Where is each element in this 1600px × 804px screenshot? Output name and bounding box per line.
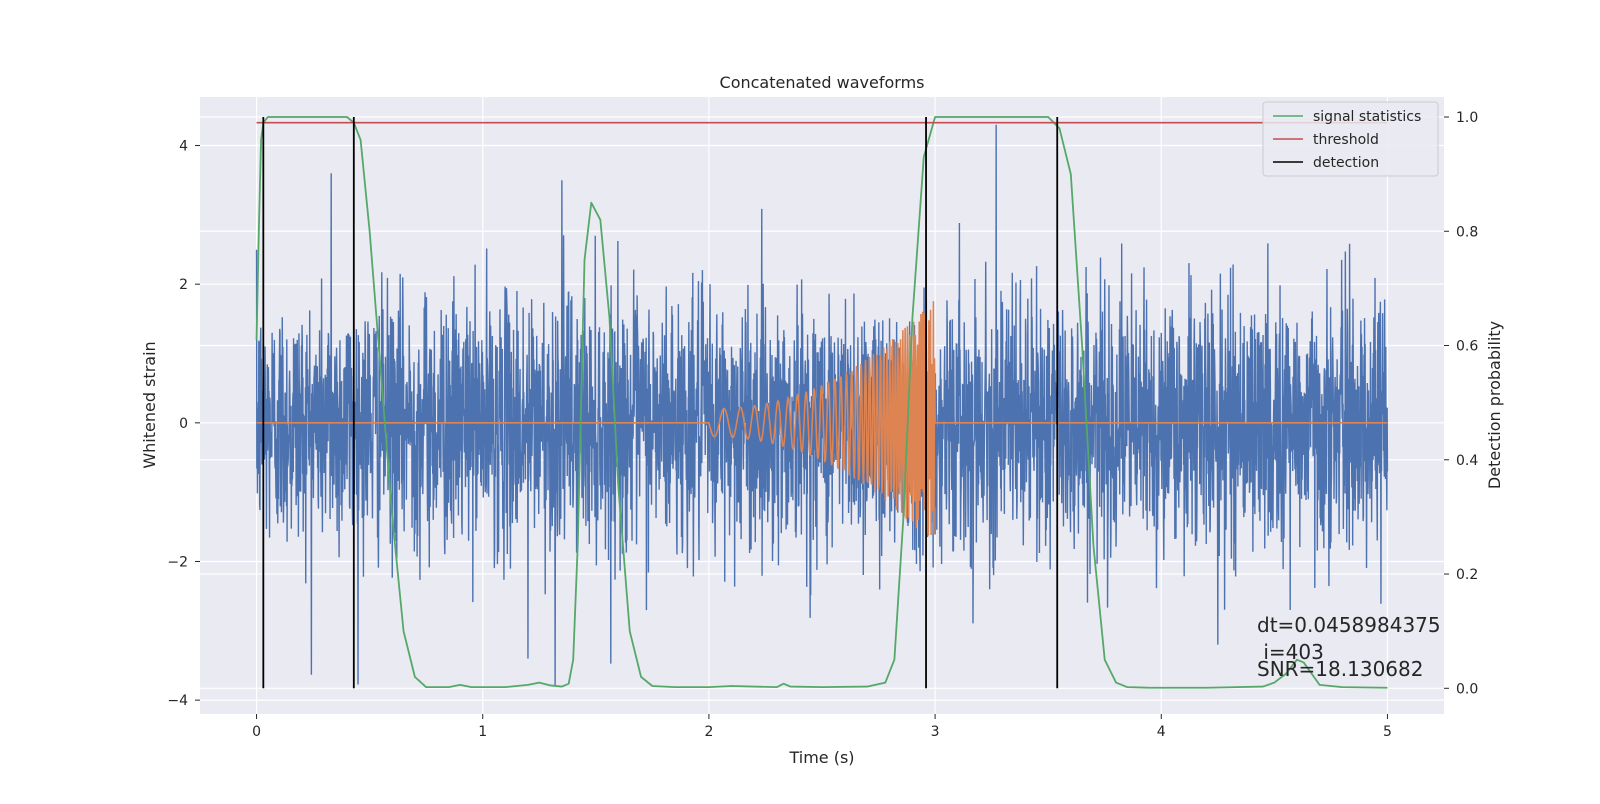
y2-tick-label: 0.4 — [1456, 453, 1478, 469]
x-tick-label: 1 — [478, 724, 487, 740]
legend-box — [1262, 101, 1439, 177]
y2-tick-label: 0.8 — [1456, 224, 1478, 240]
y-axis-label: Whitened strain — [140, 341, 159, 468]
y-tick-label: −2 — [167, 554, 188, 570]
annotation-i: i=403 — [1257, 640, 1324, 664]
series-layer — [255, 116, 1389, 689]
x-tick-label: 3 — [931, 724, 940, 740]
annotation: dt=0.0458984375 i=403 SNR=18.130682 — [1257, 613, 1441, 681]
x-axis-label: Time (s) — [788, 748, 854, 767]
series-signal-statistics-line — [255, 116, 1388, 689]
y2-tick-label: 0.0 — [1456, 681, 1478, 697]
y2-tick-label: 0.2 — [1456, 567, 1478, 583]
legend: signal statistics threshold detection — [1262, 101, 1439, 177]
legend-label-detection: detection — [1313, 155, 1379, 171]
series-chirp-line — [256, 301, 1388, 536]
y2-axis-label: Detection probability — [1485, 321, 1504, 489]
legend-label-threshold: threshold — [1313, 132, 1379, 148]
y-tick-label: 0 — [179, 416, 188, 432]
legend-label-signal-statistics: signal statistics — [1313, 109, 1421, 125]
y-tick-label: −4 — [167, 693, 188, 709]
series-noise-line — [255, 124, 1389, 687]
x-tick-label: 2 — [704, 724, 713, 740]
chart-title: Concatenated waveforms — [720, 73, 925, 92]
annotation-dt: dt=0.0458984375 — [1257, 613, 1441, 637]
x-tick-label: 0 — [252, 724, 261, 740]
y-tick-label: 4 — [179, 139, 188, 155]
annotation-snr: SNR=18.130682 — [1257, 657, 1423, 681]
y-tick-label: 2 — [179, 277, 188, 293]
ticks-layer: 0 1 2 3 4 5 −4 −2 0 2 4 0.0 0.2 0.4 0.6 0.8 1.0 — [167, 110, 1478, 740]
y2-tick-label: 0.6 — [1456, 339, 1478, 355]
y2-tick-label: 1.0 — [1456, 110, 1478, 126]
x-tick-label: 5 — [1383, 724, 1392, 740]
grid-layer — [200, 97, 1444, 714]
x-tick-label: 4 — [1157, 724, 1166, 740]
